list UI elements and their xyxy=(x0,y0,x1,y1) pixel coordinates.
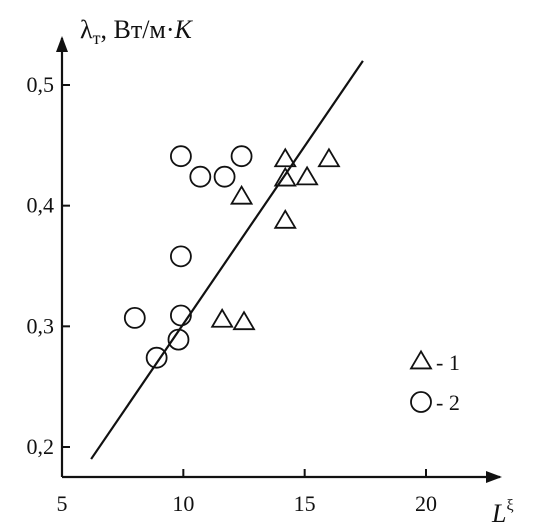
circle-point xyxy=(230,145,253,168)
y-tick-label: 0,4 xyxy=(27,193,55,218)
y-tick-label: 0,2 xyxy=(27,434,55,459)
y-tick-label: 0,5 xyxy=(27,72,55,97)
circle-point xyxy=(213,165,236,188)
legend-label: - 2 xyxy=(436,390,460,415)
data-points xyxy=(123,145,341,369)
legend: - 1 - 2 xyxy=(409,349,460,415)
circle-point xyxy=(170,145,192,168)
circle-point xyxy=(145,346,168,369)
triangle-point xyxy=(273,147,297,168)
triangle-point xyxy=(229,184,254,205)
x-axis-label: Lξ xyxy=(491,497,514,527)
x-tick-label: 15 xyxy=(294,491,316,516)
triangle-point xyxy=(210,307,234,328)
triangle-point xyxy=(317,147,341,168)
triangle-point xyxy=(232,310,256,331)
circle-point xyxy=(167,328,190,351)
triangle-point xyxy=(295,165,319,186)
fit-line-group xyxy=(90,60,364,460)
trend-line xyxy=(90,60,364,460)
triangle-point xyxy=(273,166,297,187)
x-axis-arrow xyxy=(486,471,502,483)
legend-triangle-icon xyxy=(409,349,433,370)
y-axis-label: λт, Вт/м·K xyxy=(80,15,194,48)
circle-point xyxy=(170,304,192,327)
circle-point xyxy=(123,306,146,329)
axes xyxy=(56,36,502,483)
legend-circle-icon xyxy=(410,391,432,413)
circle-point xyxy=(170,245,192,268)
legend-label: - 1 xyxy=(436,350,460,375)
y-axis-arrow xyxy=(56,36,68,52)
y-tick-label: 0,3 xyxy=(27,313,55,338)
triangle-point xyxy=(273,209,297,229)
circle-point xyxy=(189,165,212,188)
x-tick-label: 5 xyxy=(57,491,68,516)
x-tick-label: 10 xyxy=(172,491,194,516)
x-tick-label: 20 xyxy=(415,491,437,516)
ticks: 0,2 0,3 0,4 0,5 5 10 15 20 xyxy=(27,72,438,516)
